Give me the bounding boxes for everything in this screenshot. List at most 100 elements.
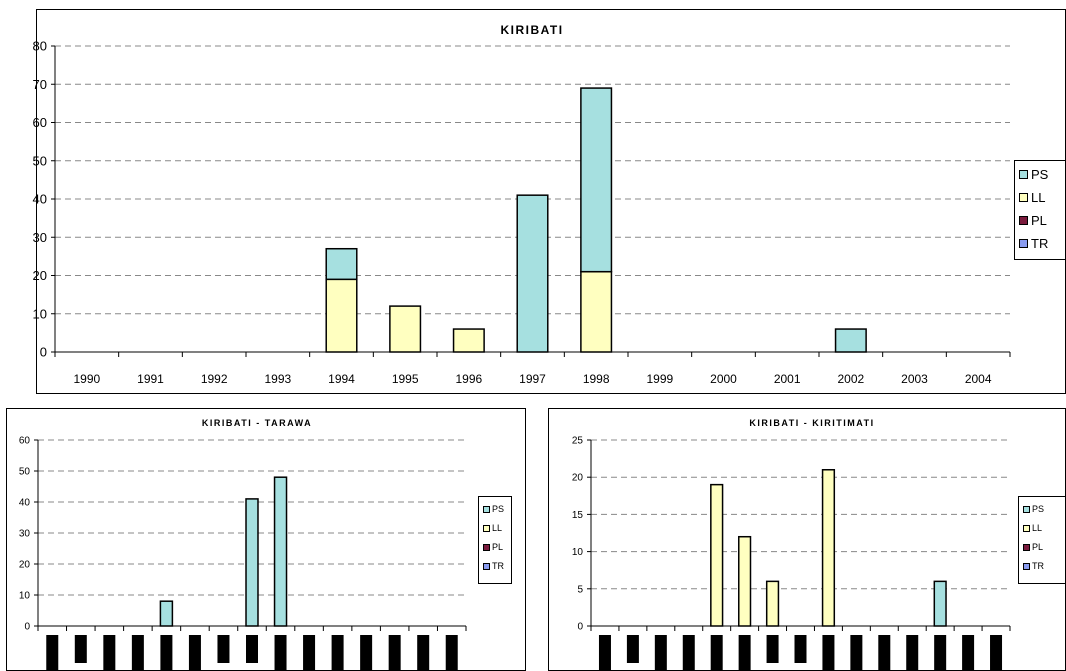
legend-item-tr: TR	[483, 561, 504, 571]
x-tick-label-block	[654, 635, 667, 671]
x-tick-label-block	[188, 635, 201, 671]
legend-swatch-tr	[1023, 562, 1030, 570]
x-tick-label-block	[246, 635, 258, 663]
y-tick-label: 80	[33, 39, 47, 54]
bar-ll	[821, 469, 836, 627]
legend-item-ps: PS	[1023, 504, 1044, 514]
bar-ps	[580, 87, 613, 273]
y-tick-label: 40	[19, 498, 31, 509]
legend-swatch-pl	[483, 543, 490, 551]
x-tick-label: 1998	[583, 372, 610, 386]
bar-ll	[765, 580, 780, 627]
chart-title: KIRIBATI - TARAWA	[202, 418, 312, 428]
x-tick-label: 1999	[646, 372, 673, 386]
legend-label-tr: TR	[1032, 561, 1044, 571]
legend-item-ll: LL	[483, 523, 502, 533]
x-tick-label-block	[331, 635, 344, 671]
legend-item-tr: TR	[1023, 561, 1044, 571]
y-tick-label: 5	[577, 584, 583, 595]
legend-swatch-ll	[1019, 193, 1028, 202]
y-tick-label: 0	[24, 622, 30, 633]
x-tick-label: 2001	[774, 372, 801, 386]
x-tick-label-block	[417, 635, 430, 671]
x-tick-label-block	[710, 635, 723, 671]
x-tick-label: 2002	[837, 372, 864, 386]
x-tick-label-block	[962, 635, 975, 671]
bar-ps	[159, 600, 174, 627]
x-tick-label: 2003	[901, 372, 928, 386]
legend-item-pl: PL	[483, 542, 503, 552]
bar-ll	[738, 535, 752, 627]
x-tick-label-block	[131, 635, 144, 671]
legend-label-ps: PS	[1031, 167, 1049, 182]
x-tick-label-block	[274, 635, 287, 671]
x-tick-label-block	[74, 635, 87, 663]
bar-ll	[389, 305, 422, 353]
legend-label-ps: PS	[1032, 504, 1045, 514]
y-tick-label: 20	[572, 473, 584, 484]
legend-swatch-ll	[483, 524, 490, 532]
bar-ps	[933, 580, 947, 627]
x-tick-label-block	[46, 635, 59, 671]
legend-swatch-tr	[483, 562, 490, 570]
bar-ps	[273, 476, 288, 627]
legend-label-tr: TR	[1031, 236, 1049, 251]
legend-swatch-ps	[1023, 505, 1030, 513]
legend-item-pl: PL	[1019, 213, 1047, 228]
y-tick-label: 60	[33, 115, 47, 130]
x-tick-label-block	[388, 635, 401, 671]
x-tick-label: 1992	[201, 372, 228, 386]
chart-title: KIRIBATI - KIRITIMATI	[749, 418, 874, 428]
x-tick-label: 1991	[137, 372, 164, 386]
y-tick-label: 30	[33, 230, 47, 245]
x-tick-label-block	[738, 635, 751, 671]
x-tick-label-block	[990, 635, 1003, 671]
chart-panel-kiribati	[36, 9, 1066, 394]
y-tick-label: 50	[33, 153, 47, 168]
legend-item-ps: PS	[1019, 167, 1048, 182]
y-tick-label: 0	[577, 622, 583, 633]
bar-ll	[452, 328, 485, 353]
y-tick-label: 30	[19, 529, 31, 540]
bar-ps	[516, 194, 549, 353]
x-tick-label-block	[103, 635, 116, 671]
legend-kiribati: PS LL PL TR	[1014, 160, 1066, 260]
x-tick-label-block	[766, 635, 779, 663]
x-tick-label: 1990	[73, 372, 100, 386]
y-tick-label: 25	[572, 436, 584, 447]
legend-item-ll: LL	[1019, 190, 1045, 205]
legend-label-pl: PL	[1032, 542, 1044, 552]
y-tick-label: 10	[19, 591, 31, 602]
legend-label-ps: PS	[492, 504, 505, 514]
y-tick-label: 20	[19, 560, 31, 571]
y-tick-label: 10	[572, 547, 584, 558]
x-tick-label-block	[598, 635, 611, 671]
legend-label-ll: LL	[1032, 523, 1043, 533]
legend-label-ll: LL	[1031, 190, 1046, 205]
x-tick-label: 2004	[965, 372, 992, 386]
chart-kiribati: KIRIBATI 0 10 20 30 40 50 60 70 80 1990 1991 1992 199…	[33, 23, 1011, 386]
bar-ps	[834, 328, 867, 353]
x-tick-label-block	[445, 635, 458, 671]
legend-label-tr: TR	[492, 561, 504, 571]
legend-tarawa: PS LL PL TR	[478, 496, 512, 584]
bar-ps	[325, 247, 358, 281]
legend-swatch-tr	[1019, 239, 1028, 248]
x-tick-label-block	[878, 635, 891, 671]
x-tick-label-block	[217, 635, 230, 663]
y-tick-label: 15	[572, 510, 584, 521]
x-tick-label: 1996	[455, 372, 482, 386]
x-tick-label-block	[626, 635, 639, 663]
x-tick-label-block	[850, 635, 863, 671]
legend-label-ll: LL	[492, 523, 503, 533]
legend-item-pl: PL	[1023, 542, 1043, 552]
x-tick-label-block	[934, 635, 947, 671]
legend-label-pl: PL	[492, 542, 504, 552]
chart-panel-kiritimati	[548, 408, 1066, 671]
legend-item-ll: LL	[1023, 523, 1042, 533]
bar-ps	[245, 498, 259, 627]
chart-tarawa: KIRIBATI - TARAWA 0 10 20 30 40 50 60	[19, 418, 467, 671]
x-tick-label-block	[682, 635, 695, 671]
legend-swatch-ps	[483, 505, 490, 513]
x-tick-label: 1995	[392, 372, 419, 386]
